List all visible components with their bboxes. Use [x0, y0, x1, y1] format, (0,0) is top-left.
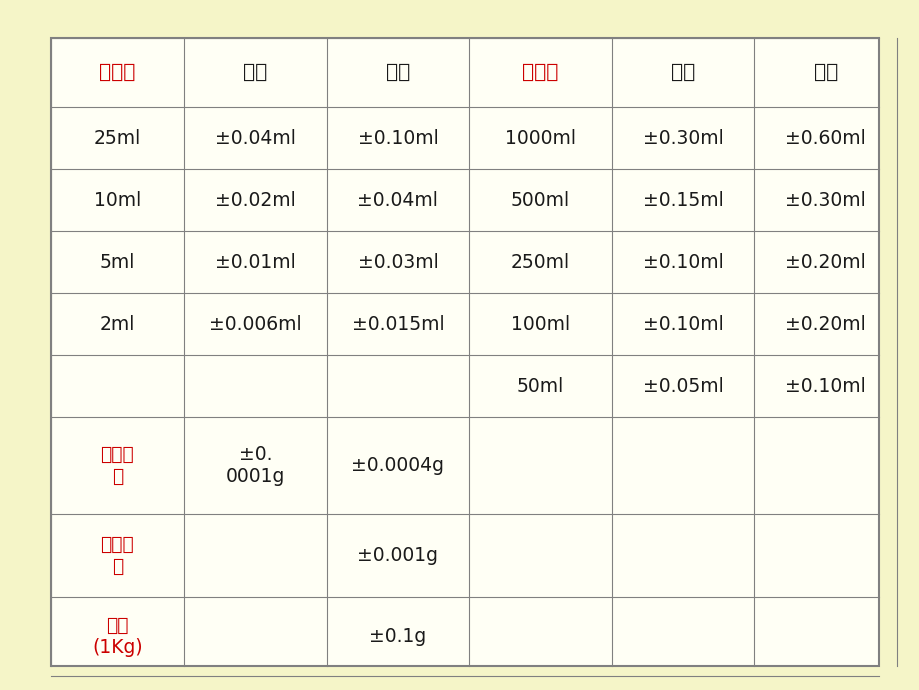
Text: ±0.10ml: ±0.10ml: [357, 128, 437, 148]
Text: ±0.05ml: ±0.05ml: [642, 377, 722, 396]
Text: ±0.15ml: ±0.15ml: [642, 190, 722, 210]
Text: ±0.04ml: ±0.04ml: [357, 190, 437, 210]
Text: 500ml: 500ml: [510, 190, 570, 210]
Text: ±0.30ml: ±0.30ml: [642, 128, 722, 148]
Text: ±0.02ml: ±0.02ml: [215, 190, 295, 210]
Text: 容量瓶: 容量瓶: [522, 63, 558, 82]
Text: ±0.04ml: ±0.04ml: [215, 128, 295, 148]
Text: 一等: 一等: [670, 63, 695, 82]
Text: ±0.03ml: ±0.03ml: [357, 253, 437, 272]
Text: ±0.001g: ±0.001g: [357, 546, 438, 565]
Text: 250ml: 250ml: [510, 253, 570, 272]
Text: 分析天
平: 分析天 平: [100, 445, 134, 486]
Text: ±0.006ml: ±0.006ml: [209, 315, 301, 334]
Text: 二等: 二等: [812, 63, 837, 82]
Text: ±0.20ml: ±0.20ml: [785, 315, 865, 334]
Text: 10ml: 10ml: [94, 190, 141, 210]
Text: 2ml: 2ml: [99, 315, 135, 334]
Text: ±0.0004g: ±0.0004g: [351, 456, 444, 475]
Text: 50ml: 50ml: [516, 377, 563, 396]
Text: 二等: 二等: [385, 63, 410, 82]
Text: 台平
(1Kg): 台平 (1Kg): [92, 616, 142, 657]
Text: 100ml: 100ml: [510, 315, 570, 334]
Text: ±0.015ml: ±0.015ml: [351, 315, 444, 334]
Text: ±0.01ml: ±0.01ml: [215, 253, 295, 272]
Text: ±0.60ml: ±0.60ml: [785, 128, 865, 148]
Text: ±0.30ml: ±0.30ml: [785, 190, 865, 210]
Text: ±0.10ml: ±0.10ml: [785, 377, 865, 396]
Bar: [51, 38, 878, 666]
Text: 1000ml: 1000ml: [505, 128, 575, 148]
Text: ±0.20ml: ±0.20ml: [785, 253, 865, 272]
Text: ±0.
0001g: ±0. 0001g: [225, 445, 285, 486]
Text: 一等: 一等: [243, 63, 267, 82]
Text: 工业天
平: 工业天 平: [100, 535, 134, 576]
Text: ±0.1g: ±0.1g: [369, 627, 426, 646]
Text: 5ml: 5ml: [99, 253, 135, 272]
Text: 25ml: 25ml: [94, 128, 141, 148]
Text: 移液管: 移液管: [99, 63, 135, 82]
Text: ±0.10ml: ±0.10ml: [642, 315, 722, 334]
Text: ±0.10ml: ±0.10ml: [642, 253, 722, 272]
